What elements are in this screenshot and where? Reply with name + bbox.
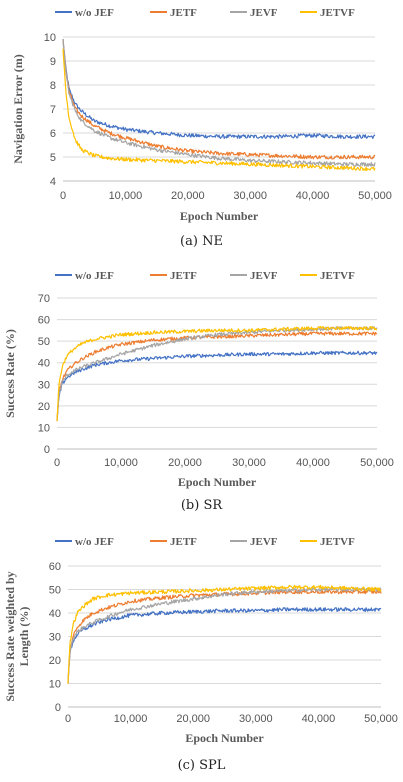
legend-entry: JETVF [320,270,355,282]
x-tick-label: 10,000 [104,457,138,469]
y-tick-label: 4 [50,176,56,188]
y-tick-label: 20 [49,655,61,667]
legend-entry: w/o JEF [75,536,114,548]
y-axis-title: Navigation Error (m) [11,54,25,164]
y-tick-label: 7 [50,104,56,116]
y-tick-label: 10 [38,422,50,434]
legend-entry: w/o JEF [75,270,114,282]
y-tick-label: 10 [44,32,56,44]
x-axis-title: Epoch Number [180,209,259,223]
series-line-jetvf [56,325,377,422]
chart-caption-ne: (a) NE [180,234,223,249]
chart-panel-ne: 4 5 6 7 8 9 10 0 10,000 20,000 30,000 40,000 50,000 E… [0,0,403,258]
legend-entry: JETF [170,536,197,548]
x-tick-label: 40,000 [296,457,330,469]
legend-entry: JETF [170,7,197,19]
y-tick-label: 40 [38,358,50,370]
x-tick-label: 50,000 [364,713,398,725]
x-tick-label: 30,000 [233,190,267,202]
x-tick-label: 40,000 [302,713,336,725]
y-axis-title: Success Rate weighted byLength (%) [3,571,31,701]
y-tick-label: 20 [38,401,50,413]
series-line-jevf [62,39,376,167]
x-tick-label: 20,000 [168,457,202,469]
y-tick-label: 9 [50,56,56,68]
y-tick-label: 8 [50,80,56,92]
x-tick-label: 20,000 [176,713,210,725]
y-tick-label: 6 [50,128,56,140]
x-tick-label: 30,000 [239,713,273,725]
x-tick-label: 0 [60,190,66,202]
y-tick-label: 50 [38,336,50,348]
series-line-jetvf [62,48,376,172]
legend-entry: JETVF [320,7,355,19]
x-tick-label: 10,000 [109,190,143,202]
x-tick-label: 0 [54,457,60,469]
x-tick-label: 0 [65,713,71,725]
x-tick-label: 30,000 [232,457,266,469]
series-line-w-o-jef [62,39,376,140]
y-tick-label: 30 [38,379,50,391]
y-tick-label: 60 [38,315,50,327]
x-tick-label: 50,000 [360,457,394,469]
legend-entry: JETF [170,270,197,282]
chart-caption-sr: (b) SR [180,498,223,513]
y-tick-label: 0 [55,702,61,714]
x-tick-label: 40,000 [296,190,330,202]
series-line-w-o-jef [56,350,378,421]
y-tick-label: 5 [50,152,56,164]
series-line-w-o-jef [67,607,382,684]
y-axis-title: Success Rate (%) [3,329,17,418]
series-line-jetf [56,331,378,421]
legend-entry: w/o JEF [75,7,114,19]
x-tick-label: 50,000 [358,190,392,202]
legend-entry: JEVF [250,7,278,19]
legend-entry: JETVF [320,536,355,548]
y-tick-label: 40 [49,608,61,620]
chart-panel-sr: 0 10 20 30 40 50 60 70 0 10,000 20,000 30,000 40,000… [0,262,403,518]
chart-panel-spl: 0 10 20 30 40 50 60 0 10,000 20,000 30,000 40,000 50… [0,524,403,782]
y-tick-label: 10 [49,679,61,691]
legend-entry: JEVF [250,536,278,548]
y-tick-label: 50 [49,585,61,597]
x-tick-label: 20,000 [171,190,205,202]
y-tick-label: 60 [49,561,61,573]
chart-ne: 4 5 6 7 8 9 10 0 10,000 20,000 30,000 40,000 50,000 E… [11,7,392,223]
x-axis-title: Epoch Number [185,731,264,745]
chart-sr: 0 10 20 30 40 50 60 70 0 10,000 20,000 30,000 40,000… [3,270,394,489]
series-line-jetvf [67,584,382,684]
y-tick-label: 0 [44,444,50,456]
y-tick-label: 30 [49,632,61,644]
chart-spl: 0 10 20 30 40 50 60 0 10,000 20,000 30,000 40,000 50… [3,536,398,745]
x-tick-label: 10,000 [114,713,148,725]
y-tick-label: 70 [38,293,50,305]
legend-entry: JEVF [250,270,278,282]
x-axis-title: Epoch Number [178,475,257,489]
chart-caption-spl: (c) SPL [177,758,226,773]
series-line-jevf [67,586,382,684]
series-line-jetf [62,39,376,160]
